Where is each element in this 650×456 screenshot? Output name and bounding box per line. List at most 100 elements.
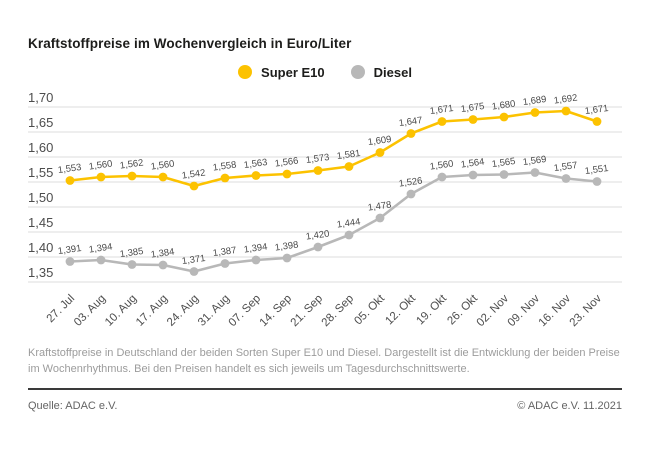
x-tick-label: 05. Okt [352, 292, 387, 327]
super-e10-value-label: 1,558 [212, 159, 237, 173]
diesel-value-label: 1,394 [243, 241, 268, 255]
x-tick-label: 21. Sep [289, 293, 326, 330]
super-e10-data-point [158, 172, 168, 182]
super-e10-value-label: 1,671 [429, 103, 454, 117]
super-e10-data-point [437, 117, 447, 126]
diesel-value-label: 1,384 [150, 246, 175, 260]
super-e10-data-point [251, 171, 261, 180]
super-e10-value-label: 1,560 [88, 158, 113, 172]
y-tick-label: 1,65 [28, 115, 53, 130]
diesel-data-point [406, 189, 416, 199]
super-e10-data-point [313, 166, 323, 175]
y-tick-label: 1,40 [28, 240, 53, 255]
x-tick-label: 17. Aug [134, 293, 170, 329]
super-e10-data-point [499, 112, 509, 122]
super-e10-marker-icon [238, 65, 253, 79]
diesel-value-label: 1,444 [336, 216, 361, 230]
super-e10-value-label: 1,671 [584, 103, 609, 117]
x-tick-label: 31. Aug [196, 293, 232, 329]
diesel-value-label: 1,565 [491, 156, 516, 170]
y-tick-label: 1,45 [28, 215, 53, 230]
super-e10-data-point [189, 181, 199, 191]
x-tick-label: 10. Aug [103, 293, 139, 329]
super-e10-value-label: 1,560 [150, 158, 175, 172]
super-e10-value-label: 1,692 [553, 92, 578, 106]
diesel-value-label: 1,420 [305, 228, 330, 242]
y-tick-label: 1,70 [28, 90, 53, 105]
diesel-value-label: 1,564 [460, 156, 485, 170]
diesel-data-point [189, 267, 199, 276]
y-tick-label: 1,50 [28, 190, 53, 205]
diesel-data-point [437, 172, 447, 182]
super-e10-data-point [375, 148, 385, 157]
super-e10-data-point [468, 115, 478, 124]
y-tick-label: 1,55 [28, 165, 53, 180]
diesel-data-point [561, 174, 571, 183]
super-e10-value-label: 1,542 [181, 167, 206, 181]
diesel-data-point [468, 170, 478, 180]
super-e10-data-point [561, 106, 571, 116]
x-tick-label: 14. Sep [258, 293, 295, 330]
x-tick-label: 24. Aug [165, 293, 201, 329]
legend-label-diesel: Diesel [373, 64, 412, 80]
x-tick-label: 12. Okt [383, 292, 418, 327]
diesel-value-label: 1,387 [212, 245, 237, 259]
diesel-data-point [592, 177, 602, 186]
diesel-value-label: 1,398 [274, 239, 299, 253]
y-tick-label: 1,60 [28, 140, 53, 155]
super-e10-data-point [406, 129, 416, 138]
diesel-data-point [65, 257, 75, 266]
x-tick-label: 28. Sep [320, 293, 357, 330]
super-e10-line [69, 109, 598, 188]
footer-copyright: © ADAC e.V. 11.2021 [517, 400, 622, 412]
diesel-value-label: 1,371 [181, 253, 206, 267]
x-tick-label: 07. Sep [227, 293, 264, 330]
super-e10-value-label: 1,566 [274, 155, 299, 169]
diesel-value-label: 1,478 [367, 199, 392, 213]
diesel-data-point [499, 170, 509, 179]
x-tick-label: 02. Nov [475, 292, 512, 329]
super-e10-data-point [127, 171, 137, 181]
diesel-value-label: 1,569 [522, 154, 547, 168]
diesel-data-point [375, 213, 385, 223]
diesel-data-point [220, 259, 230, 268]
super-e10-value-label: 1,689 [522, 94, 547, 108]
super-e10-data-point [344, 162, 354, 171]
y-tick-label: 1,35 [28, 265, 53, 280]
super-e10-value-label: 1,563 [243, 157, 268, 171]
legend-item-diesel: Diesel [350, 64, 412, 80]
super-e10-data-point [282, 169, 292, 179]
chart-canvas: 1,70 1,65 1,60 1,55 1,50 1,45 1,40 1,35 1,553 1,5… [28, 90, 622, 330]
super-e10-value-label: 1,675 [460, 101, 485, 115]
diesel-data-point [127, 260, 137, 269]
x-tick-label: 03. Aug [72, 293, 108, 329]
super-e10-data-point [96, 172, 106, 182]
super-e10-value-label: 1,562 [119, 157, 144, 171]
x-tick-label: 19. Okt [414, 292, 449, 327]
diesel-value-label: 1,557 [553, 160, 578, 174]
diesel-data-point [158, 260, 168, 270]
super-e10-value-label: 1,553 [57, 162, 82, 176]
diesel-data-point [313, 242, 323, 252]
footer-source: Quelle: ADAC e.V. [28, 400, 118, 412]
diesel-line [69, 171, 598, 273]
diesel-data-point [96, 255, 106, 265]
diesel-value-label: 1,391 [57, 243, 82, 257]
line-chart: 1,70 1,65 1,60 1,55 1,50 1,45 1,40 1,35 1,553 1,5… [0, 85, 650, 343]
x-tick-label: 09. Nov [506, 292, 543, 329]
legend-label-super-e10: Super E10 [261, 64, 325, 80]
super-e10-value-label: 1,609 [367, 134, 392, 148]
diesel-marker-icon [350, 65, 365, 79]
legend-item-super-e10: Super E10 [238, 65, 325, 80]
diesel-data-point [530, 168, 540, 177]
diesel-value-label: 1,560 [429, 158, 454, 172]
super-e10-data-point [592, 117, 602, 126]
super-e10-value-label: 1,573 [305, 152, 330, 166]
super-e10-value-label: 1,581 [336, 148, 361, 162]
super-e10-value-label: 1,647 [398, 115, 423, 129]
diesel-data-point [282, 253, 292, 263]
diesel-value-label: 1,526 [398, 175, 423, 189]
diesel-value-label: 1,551 [584, 163, 609, 177]
super-e10-data-point [530, 108, 540, 117]
